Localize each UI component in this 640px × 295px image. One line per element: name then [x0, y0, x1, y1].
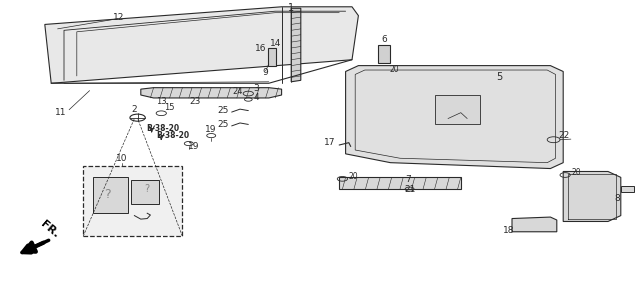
Polygon shape [268, 48, 276, 65]
Text: 24: 24 [233, 86, 243, 96]
Polygon shape [45, 7, 358, 83]
Text: 1: 1 [288, 3, 294, 13]
Text: 3: 3 [253, 84, 259, 93]
Text: 17: 17 [324, 138, 335, 147]
Text: 4: 4 [253, 93, 259, 102]
Text: 16: 16 [255, 45, 267, 53]
Text: 25: 25 [218, 120, 229, 130]
Text: 14: 14 [269, 39, 281, 47]
Text: 25: 25 [218, 106, 229, 115]
Text: 8: 8 [614, 194, 620, 203]
Text: 13: 13 [156, 97, 166, 106]
Text: 12: 12 [113, 13, 124, 22]
Text: 7: 7 [406, 175, 411, 184]
Text: 6: 6 [381, 35, 387, 44]
Text: ?: ? [104, 188, 111, 201]
Polygon shape [339, 177, 461, 189]
Text: B-38-20: B-38-20 [156, 131, 189, 140]
Bar [83, 165, 182, 236]
Text: 11: 11 [55, 108, 67, 117]
Text: B-38-20: B-38-20 [146, 124, 179, 133]
Text: 20: 20 [389, 65, 399, 74]
Text: 18: 18 [503, 226, 515, 235]
Text: 19: 19 [188, 142, 199, 150]
Text: 23: 23 [189, 97, 201, 106]
Bar [435, 95, 480, 124]
Text: 15: 15 [164, 103, 175, 112]
Polygon shape [93, 177, 128, 213]
Text: ?: ? [145, 184, 150, 194]
Polygon shape [563, 171, 621, 222]
Text: 21: 21 [404, 185, 415, 194]
Polygon shape [621, 186, 634, 192]
Text: 19: 19 [205, 125, 217, 134]
Text: 5: 5 [496, 72, 502, 82]
Text: FR.: FR. [38, 219, 61, 240]
Polygon shape [346, 65, 563, 168]
Polygon shape [141, 88, 282, 98]
Polygon shape [291, 8, 301, 82]
Text: 20: 20 [349, 172, 358, 181]
Text: 20: 20 [572, 168, 581, 177]
Text: 10: 10 [116, 154, 127, 163]
Polygon shape [131, 180, 159, 204]
Text: 22: 22 [558, 131, 570, 140]
Polygon shape [512, 217, 557, 232]
Text: 2: 2 [132, 105, 137, 114]
Polygon shape [378, 45, 390, 63]
Text: 9: 9 [263, 68, 268, 78]
